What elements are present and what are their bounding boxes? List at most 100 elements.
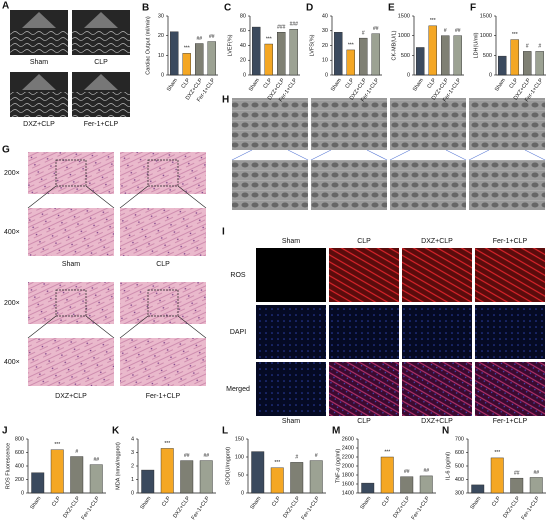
fluorescence-image xyxy=(329,362,399,416)
y-axis-label: IL-6 (pg/ml) xyxy=(445,452,451,480)
echo-fan xyxy=(84,12,118,28)
fluorescence-image xyxy=(256,248,326,302)
x-tick-label: Fer-1+CLP xyxy=(81,495,102,521)
x-tick-label: Fer-1+CLP xyxy=(191,495,212,521)
significance-mark: *** xyxy=(164,441,170,447)
he-image xyxy=(120,282,206,324)
bar xyxy=(361,482,375,494)
significance-mark: ## xyxy=(93,457,99,463)
fluorescence-image xyxy=(256,305,326,359)
panel-letter: M xyxy=(332,426,340,437)
tem-image xyxy=(390,98,466,150)
bar xyxy=(529,477,543,494)
x-tick-label: DXZ+CLP xyxy=(502,495,521,519)
panel-letter: K xyxy=(112,426,120,437)
bar xyxy=(523,51,532,76)
y-tick-label: 10 xyxy=(158,53,164,59)
y-tick-label: 600 xyxy=(455,450,464,456)
column-header: Sham xyxy=(282,238,300,245)
panel-letter: H xyxy=(222,95,229,106)
bar xyxy=(490,457,504,494)
bar xyxy=(428,25,437,76)
zoom-box xyxy=(55,159,87,187)
y-tick-label: 1500 xyxy=(398,13,410,19)
y-tick-label: 0 xyxy=(21,490,24,496)
zoom-line xyxy=(445,149,467,161)
y-tick-label: 0 xyxy=(489,72,492,78)
zoom-box xyxy=(147,289,179,317)
y-axis-label: CK-MB(U/L) xyxy=(391,30,397,60)
zoom-line xyxy=(231,149,253,161)
x-tick-label: Sham xyxy=(494,77,507,93)
panel-letter: D xyxy=(306,3,313,14)
caption: Fer-1+CLP xyxy=(84,121,119,128)
significance-mark: ## xyxy=(423,468,429,474)
echo-trace xyxy=(72,92,130,117)
x-tick-label: Sham xyxy=(29,495,42,511)
x-tick-label: Sham xyxy=(469,495,482,511)
significance-mark: ### xyxy=(290,22,299,28)
significance-mark: ## xyxy=(184,453,190,459)
x-tick-label: CLP xyxy=(345,77,356,89)
zoom-line xyxy=(85,315,115,339)
he-image xyxy=(28,338,114,386)
zoom-line xyxy=(468,149,490,161)
y-tick-label: 1600 xyxy=(342,481,354,487)
significance-mark: ## xyxy=(203,453,209,459)
significance-mark: *** xyxy=(494,450,500,456)
bar xyxy=(199,460,213,494)
tem-image xyxy=(469,98,545,150)
y-tick-label: 400 xyxy=(455,477,464,483)
panel-letter: B xyxy=(142,3,149,14)
zoom-line xyxy=(119,185,149,209)
bar xyxy=(535,51,544,76)
y-tick-label: 500 xyxy=(455,463,464,469)
x-tick-label: DXZ+CLP xyxy=(172,495,191,519)
bar xyxy=(31,472,45,494)
y-tick-label: 1 xyxy=(131,477,134,483)
panel-letter: N xyxy=(442,426,449,437)
bar xyxy=(264,43,273,76)
tem-image xyxy=(311,98,387,150)
tem-image xyxy=(311,160,387,210)
caption: CLP xyxy=(94,59,108,66)
y-axis-label: TNF-α (pg/ml) xyxy=(335,449,341,484)
echo-trace xyxy=(10,30,68,55)
significance-mark: ## xyxy=(404,469,410,475)
bar xyxy=(334,32,343,76)
y-tick-label: 2400 xyxy=(342,445,354,451)
y-tick-label: 500 xyxy=(401,53,410,59)
x-tick-label: DXZ+CLP xyxy=(282,495,301,519)
caption: CLP xyxy=(156,261,170,268)
echo-fan xyxy=(84,74,118,90)
bar xyxy=(141,469,155,494)
he-image xyxy=(28,152,114,194)
y-tick-label: 0 xyxy=(407,72,410,78)
bar xyxy=(160,448,174,494)
panel-letter: I xyxy=(222,227,225,238)
bar xyxy=(170,31,179,76)
y-tick-label: 1000 xyxy=(398,33,410,39)
x-tick-label: Fer-1+CLP xyxy=(521,495,542,521)
significance-mark: *** xyxy=(348,42,354,48)
bar xyxy=(416,47,425,76)
fluorescence-image xyxy=(329,305,399,359)
bar xyxy=(70,456,84,494)
y-tick-label: 150 xyxy=(235,436,244,442)
y-tick-label: 20 xyxy=(240,58,246,64)
caption: DXZ+CLP xyxy=(55,393,87,400)
y-tick-label: 80 xyxy=(240,13,246,19)
he-image xyxy=(120,152,206,194)
significance-mark: ## xyxy=(196,36,202,42)
bar xyxy=(380,456,394,494)
panel-letter: E xyxy=(388,3,395,14)
caption: Sham xyxy=(62,261,80,268)
x-tick-label: Sham xyxy=(166,77,179,93)
significance-mark: # xyxy=(362,30,365,36)
x-tick-label: Fer-1+CLP xyxy=(411,495,432,521)
caption: DXZ+CLP xyxy=(421,418,453,425)
x-tick-label: CLP xyxy=(181,77,192,89)
y-tick-label: 2 xyxy=(131,463,134,469)
bar xyxy=(346,49,355,76)
